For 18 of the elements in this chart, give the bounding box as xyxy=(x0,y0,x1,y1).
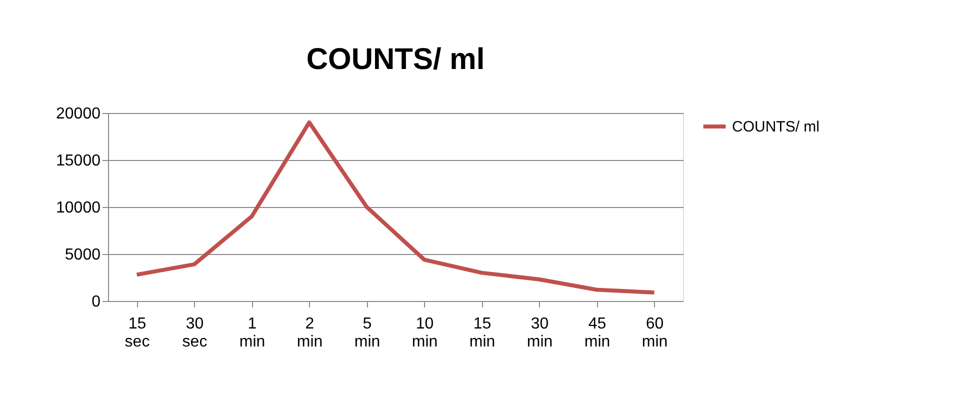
x-tick-label: 15 min xyxy=(469,316,496,350)
x-tick-label: 60 min xyxy=(642,316,668,350)
x-tick-label: 1 min xyxy=(239,316,266,350)
x-tick-label: 10 min xyxy=(412,316,438,350)
y-tick-label: 5000 xyxy=(64,246,101,264)
y-tick-label: 20000 xyxy=(56,106,101,122)
y-tick-label: 15000 xyxy=(56,152,101,170)
line-series xyxy=(134,120,656,295)
legend-label: COUNTS/ ml xyxy=(732,118,820,136)
y-tick-label: 10000 xyxy=(56,200,101,216)
chart-title: COUNTS/ ml xyxy=(306,43,485,76)
x-tick-label: 2 min xyxy=(296,316,323,350)
x-tick-label: 5 min xyxy=(354,316,380,350)
x-tick-label: 30 sec xyxy=(182,316,208,350)
y-tick-label: 0 xyxy=(92,294,101,310)
x-tick-label: 45 min xyxy=(584,316,610,350)
x-tick-label: 15 sec xyxy=(124,316,150,350)
x-tick-label: 30 min xyxy=(526,316,553,350)
